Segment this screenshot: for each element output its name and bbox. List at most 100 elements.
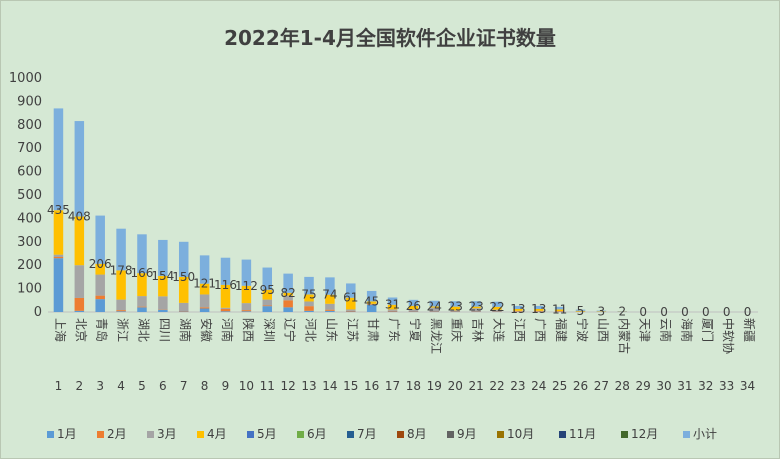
legend-swatch-11月 [559,431,566,438]
data-label: 95 [260,283,275,297]
y-tick-label: 500 [17,188,42,203]
data-label: 178 [110,263,133,277]
data-label: 24 [427,299,442,313]
bar-segment-3月 [346,309,356,311]
category-label: 大连 [491,318,506,342]
bar-segment-2月 [199,307,210,309]
category-label: 福建 [554,318,569,342]
legend-label: 小计 [693,427,717,441]
data-label: 13 [510,302,525,316]
legend-label: 2月 [107,427,127,441]
bar-segment-4月 [116,270,126,300]
data-label: 13 [531,302,546,316]
category-label: 北京 [74,318,88,342]
legend-label: 11月 [569,427,596,441]
category-label: 山东 [324,318,338,342]
bar-segment-4月 [450,306,460,311]
category-label: 宁波 [575,318,590,342]
bar-segment-3月 [429,307,440,312]
bar-segment-4月 [346,297,356,310]
bar-segment-小计 [53,108,64,211]
category-index-label: 28 [615,379,630,393]
legend-swatch-3月 [147,431,154,438]
bar-segment-3月 [450,310,460,312]
legend-label: 7月 [357,427,377,441]
data-label: 26 [406,299,421,313]
data-label: 74 [322,288,337,302]
category-index-label: 4 [117,379,125,393]
bar-segment-1月 [366,304,377,312]
legend-swatch-4月 [197,431,204,438]
bar-segment-3月 [199,294,210,308]
category-label: 宁夏 [408,318,423,342]
data-label: 166 [131,266,154,280]
bar-segment-小计 [408,299,419,306]
data-label: 23 [448,300,463,314]
legend-swatch-8月 [397,431,404,438]
category-index-label: 11 [260,379,275,393]
category-label: 新疆 [742,318,757,342]
bar-segment-2月 [74,297,85,311]
bar-segment-4月 [283,292,293,296]
y-tick-label: 0 [34,305,42,320]
category-index-label: 23 [510,379,525,393]
category-index-label: 14 [322,379,337,393]
bar-segment-3月 [283,295,293,301]
data-label: 23 [468,300,483,314]
bar-segment-4月 [241,285,252,304]
bar-segment-3月 [158,296,168,310]
bar-segment-4月 [158,275,168,297]
legend-label: 5月 [257,427,277,441]
y-tick-label: 800 [17,118,42,133]
data-label: 0 [639,305,647,319]
category-label: 河南 [220,318,235,342]
legend-label: 4月 [207,427,227,441]
bar-segment-小计 [116,228,126,271]
bar-segment-2月 [325,309,335,311]
bar-segment-小计 [158,239,168,276]
category-index-label: 17 [385,379,400,393]
bar-segment-小计 [325,277,335,295]
bar-segment-3月 [471,308,481,312]
category-index-label: 16 [364,379,379,393]
legend-swatch-12月 [621,431,628,438]
bar-segment-小计 [199,255,210,284]
data-label: 0 [744,305,752,319]
bar-segment-4月 [513,308,523,311]
category-index-label: 20 [448,379,463,393]
bar-segment-4月 [74,216,85,266]
category-label: 重庆 [450,318,464,342]
legend-swatch-1月 [47,431,54,438]
category-index-label: 1 [55,379,63,393]
legend-swatch-10月 [497,431,504,438]
bar-segment-小计 [554,306,565,310]
bar-segment-1月 [262,306,273,312]
category-index-label: 32 [698,379,713,393]
legend-swatch-2月 [97,431,104,438]
category-label: 湖北 [136,318,151,342]
category-label: 云南 [659,318,674,342]
bar-segment-4月 [387,304,398,310]
bar-segment-小计 [262,267,273,290]
category-label: 上海 [53,318,68,342]
bar-segment-2月 [53,257,64,259]
bar-segment-3月 [262,299,273,306]
category-index-label: 21 [468,379,483,393]
category-index-label: 12 [281,379,296,393]
bar-segment-小计 [387,297,398,305]
category-label: 四川 [157,318,171,342]
bar-segment-4月 [304,294,314,302]
bar-segment-2月 [387,310,398,312]
category-index-label: 13 [301,379,316,393]
bar-segment-1月 [220,311,231,312]
bar-segment-1月 [283,307,293,312]
bar-segment-4月 [575,310,586,312]
data-label: 31 [385,298,400,312]
bar-segment-2月 [241,310,252,312]
data-label: 116 [214,278,237,292]
bar-segment-小计 [429,300,440,307]
bar-segment-小计 [596,310,607,312]
bar-segment-小计 [471,301,481,307]
data-label: 435 [47,203,70,217]
